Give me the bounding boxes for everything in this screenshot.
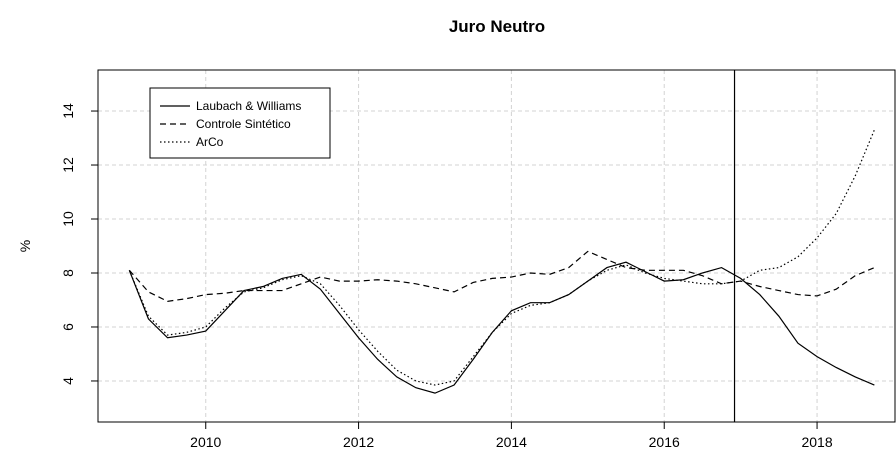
series-line: [128, 129, 875, 386]
legend-box: [149, 87, 331, 159]
series-line: [128, 261, 875, 394]
y-axis-label: %: [17, 240, 33, 252]
legend-label: ArCo: [196, 135, 224, 149]
y-tick-label: 6: [60, 323, 76, 331]
x-tick-label: 2014: [496, 434, 527, 450]
y-tick-label: 10: [60, 211, 76, 227]
x-tick-label: 2016: [649, 434, 680, 450]
y-tick-label: 12: [60, 157, 76, 173]
plot-frame: [97, 69, 896, 423]
chart-title: Juro Neutro: [449, 17, 545, 36]
legend-label: Laubach & Williams: [196, 99, 301, 113]
legend-label: Controle Sintético: [196, 117, 291, 131]
y-tick-label: 14: [60, 103, 76, 119]
x-tick-label: 2012: [343, 434, 374, 450]
x-tick-label: 2010: [190, 434, 221, 450]
y-tick-label: 4: [60, 377, 76, 385]
series-line: [128, 250, 875, 302]
y-tick-label: 8: [60, 269, 76, 277]
x-tick-label: 2018: [801, 434, 832, 450]
